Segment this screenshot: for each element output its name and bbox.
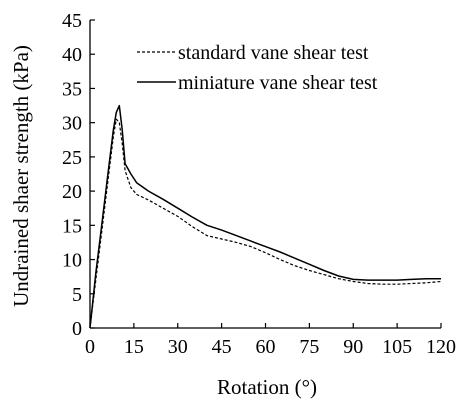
- x-tick-label: 0: [85, 336, 95, 358]
- axes: [89, 20, 441, 329]
- y-tick-label: 40: [62, 44, 82, 66]
- y-tick-label: 5: [72, 284, 82, 306]
- x-tick-label: 15: [124, 336, 144, 358]
- y-tick-label: 10: [62, 250, 82, 272]
- x-tick-label: 75: [299, 336, 319, 358]
- legend-label: miniature vane shear test: [178, 72, 378, 94]
- y-tick-label: 0: [72, 318, 82, 340]
- legend-label: standard vane shear test: [178, 42, 369, 64]
- y-tick-label: 20: [62, 181, 82, 203]
- legend: standard vane shear test miniature vane s…: [137, 42, 378, 94]
- y-tick-label: 35: [62, 78, 82, 100]
- x-tick-label: 90: [343, 336, 363, 358]
- series-line-miniature-vane: [89, 104, 441, 329]
- y-tick-label: 30: [62, 113, 82, 135]
- ticks: 0 5 10 15 20 25 30 35 40 45 0 15 30 45 60 75 90 105 120: [62, 10, 456, 358]
- x-tick-label: 120: [426, 336, 456, 358]
- series-line-standard-vane: [89, 118, 442, 329]
- x-tick-label: 105: [382, 336, 412, 358]
- series-lines: [89, 104, 442, 329]
- y-tick-label: 25: [62, 147, 82, 169]
- x-tick-label: 30: [168, 336, 188, 358]
- x-axis-label: Rotation (°): [217, 375, 317, 399]
- x-tick-label: 60: [256, 336, 276, 358]
- y-axis-label: Undrained shaer strength (kPa): [9, 45, 33, 307]
- y-tick-label: 15: [62, 215, 82, 237]
- x-tick-label: 45: [212, 336, 232, 358]
- y-tick-label: 45: [62, 10, 82, 32]
